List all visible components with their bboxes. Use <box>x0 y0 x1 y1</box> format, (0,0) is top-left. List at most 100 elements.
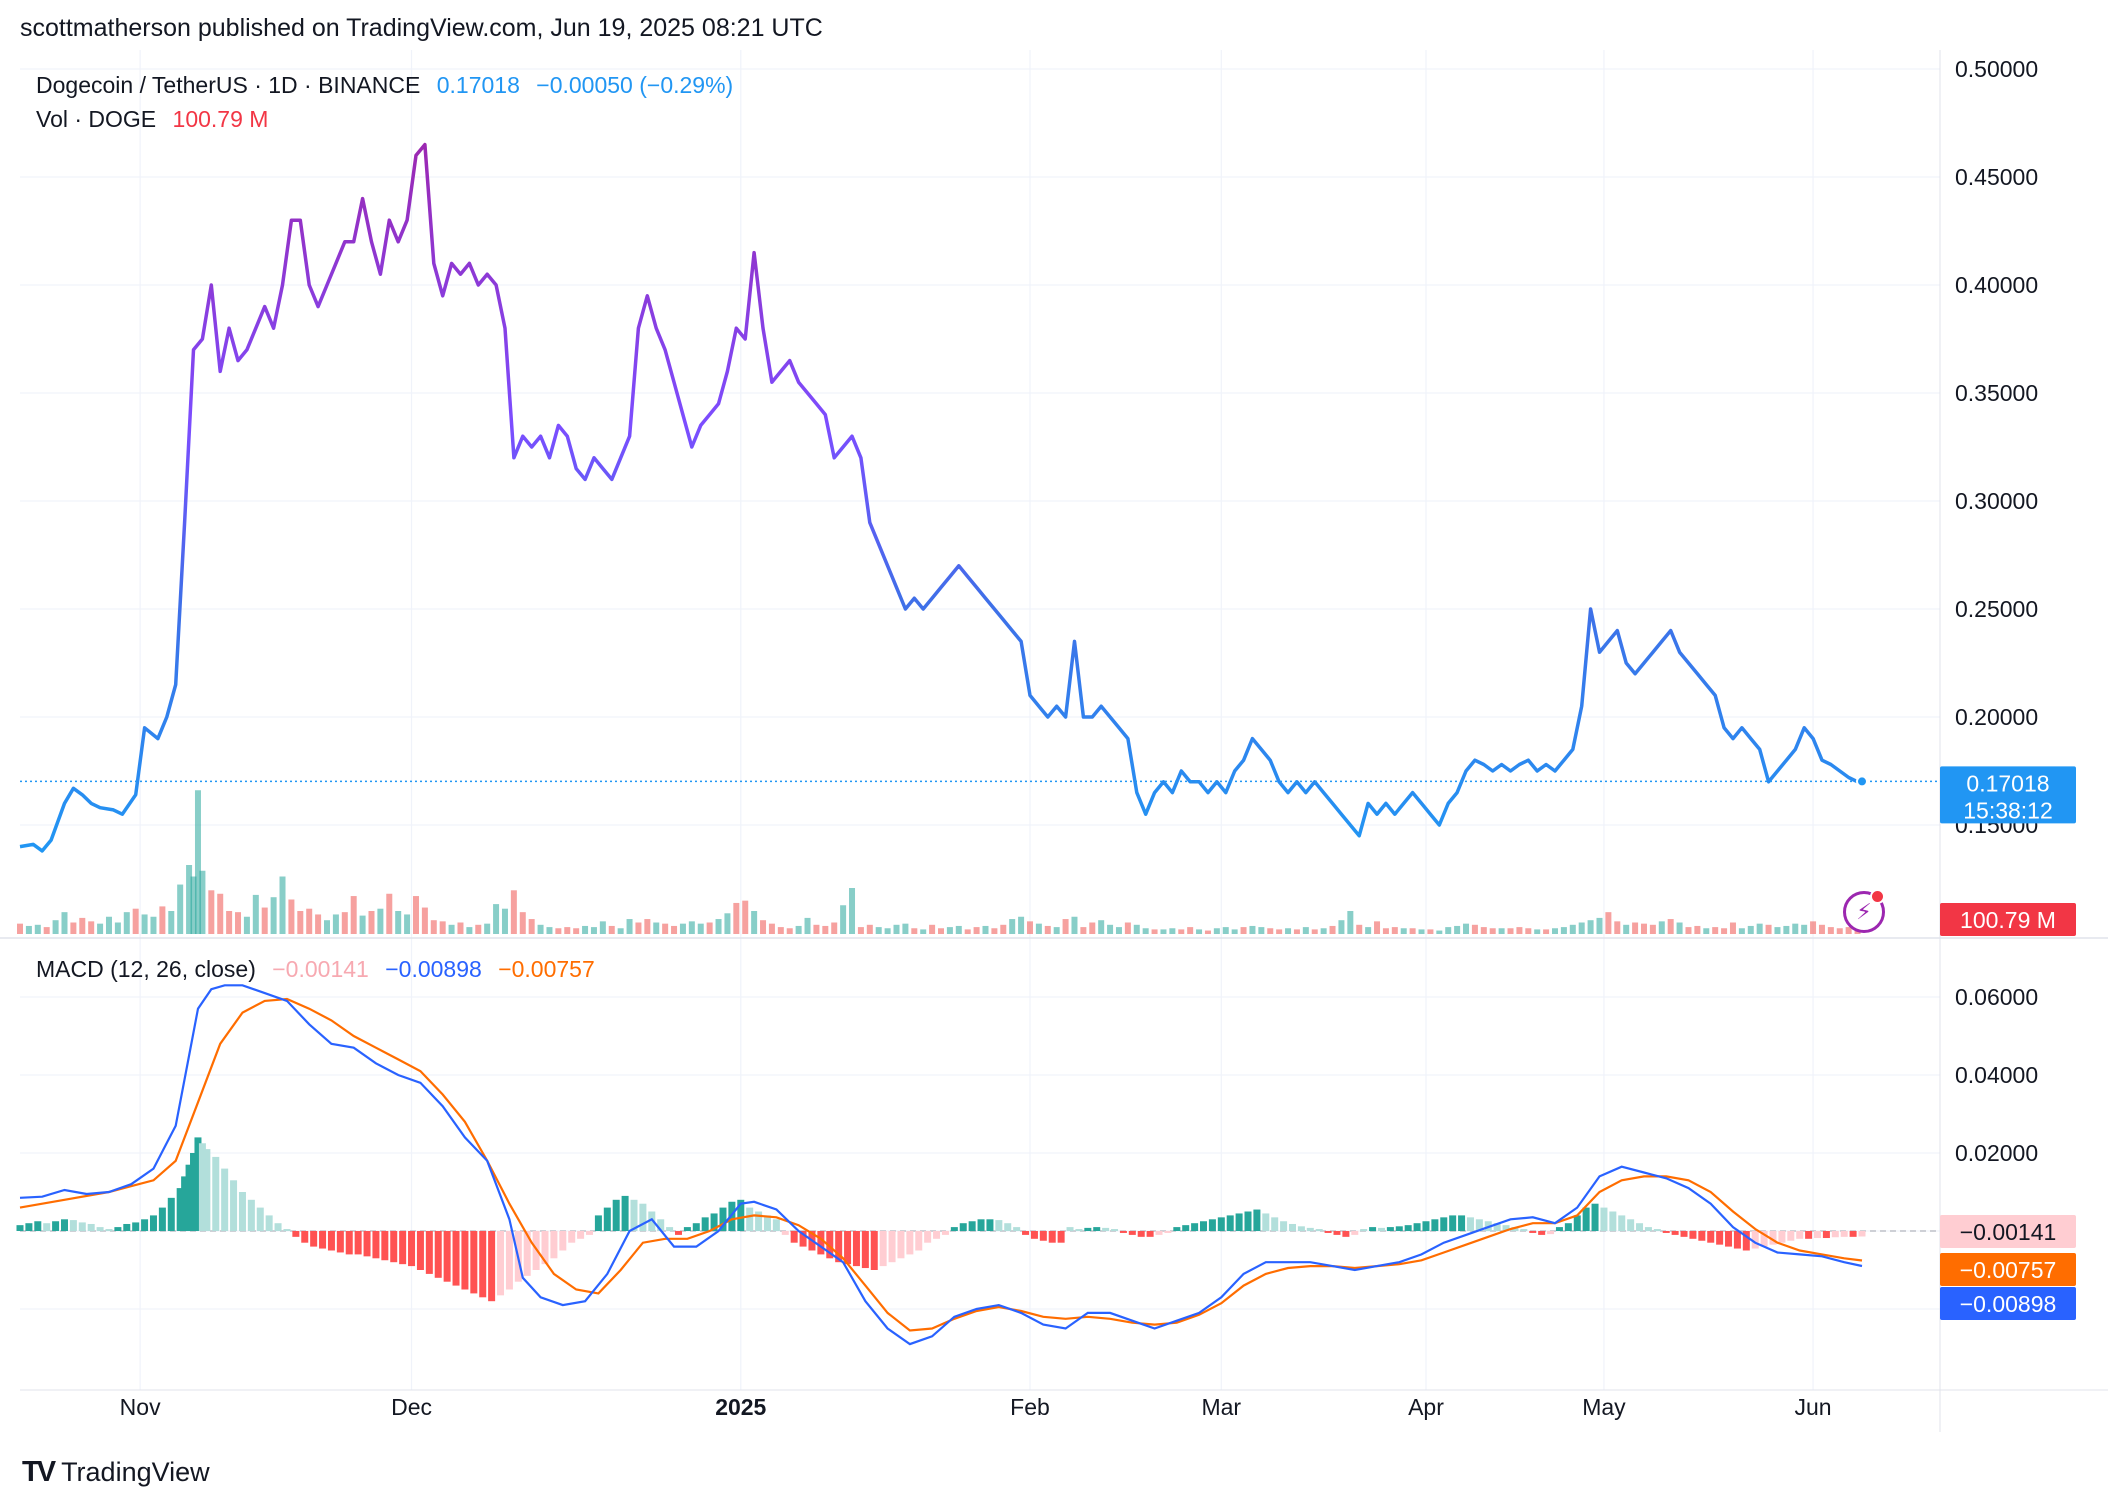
volume-bar <box>1810 921 1817 934</box>
macd-hist-bar <box>1155 1231 1163 1235</box>
volume-bar <box>964 929 971 934</box>
last-price-dot <box>1856 775 1868 788</box>
macd-hist-bar <box>1840 1231 1848 1237</box>
macd-hist-bar <box>132 1222 140 1231</box>
volume-bar <box>132 908 139 934</box>
lightning-icon[interactable]: ⚡ <box>1843 891 1885 933</box>
volume-bar <box>644 919 651 934</box>
volume-bar <box>341 912 348 934</box>
volume-bar <box>1035 923 1042 934</box>
volume-bar <box>1507 928 1514 934</box>
macd-hist-bar <box>586 1231 594 1235</box>
volume-bar <box>840 905 847 934</box>
volume-bar <box>929 924 936 934</box>
macd-hist-bar <box>879 1231 887 1267</box>
macd-hist-bar <box>185 1164 193 1231</box>
volume-bar <box>288 899 295 934</box>
symbol-legend[interactable]: Dogecoin / TetherUS · 1D · BINANCE 0.170… <box>36 72 743 99</box>
volume-bar <box>715 919 722 934</box>
volume-bar <box>404 914 411 934</box>
time-tick-label: Mar <box>1201 1394 1241 1420</box>
volume-bar <box>1712 927 1719 934</box>
volume-bar <box>1107 924 1114 934</box>
macd-hist-bar <box>692 1223 700 1231</box>
volume-bar <box>1640 923 1647 934</box>
macd-hist-bar <box>924 1231 932 1243</box>
volume-bar <box>1382 928 1389 934</box>
macd-hist-bar <box>772 1219 780 1231</box>
volume-bar <box>751 911 758 934</box>
grid <box>20 50 1940 1390</box>
volume-bar <box>1498 928 1505 934</box>
volume-bar <box>599 921 606 934</box>
volume-bar <box>1845 927 1852 934</box>
macd-hist-bar <box>1858 1231 1866 1237</box>
volume-bar <box>457 922 464 934</box>
price-series <box>19 142 1940 853</box>
price-axis[interactable]: 0.50000 0.45000 0.40000 0.35000 0.30000 0.250… <box>1955 56 2038 838</box>
volume-bar <box>1614 921 1621 934</box>
volume-bar <box>911 928 918 934</box>
volume-bar <box>973 927 980 934</box>
volume-bar <box>1543 929 1550 934</box>
volume-bar <box>555 928 562 934</box>
volume-bar <box>573 928 580 934</box>
macd-hist-bar <box>915 1231 923 1251</box>
macd-hist-bar <box>1262 1213 1270 1231</box>
volume-bar <box>1115 927 1122 934</box>
macd-hist-bar <box>78 1222 86 1231</box>
macd-hist-bar <box>1342 1231 1350 1237</box>
macd-hist-bar <box>1386 1227 1394 1231</box>
volume-bar <box>1000 924 1007 934</box>
macd-hist-bar <box>416 1231 424 1270</box>
tv-logo-icon: TV <box>22 1456 56 1488</box>
macd-hist-bar <box>141 1219 149 1231</box>
volume-legend[interactable]: Vol · DOGE 100.79 M <box>36 106 278 133</box>
macd-hist-bar <box>977 1219 985 1231</box>
time-tick-label: 2025 <box>715 1394 766 1420</box>
macd-axis[interactable]: 0.06000 0.04000 0.02000 <box>1955 984 2038 1166</box>
volume-bar <box>1258 927 1265 934</box>
macd-hist-bar <box>852 1231 860 1267</box>
macd-hist-bar <box>746 1207 754 1231</box>
volume-bar <box>671 925 678 934</box>
time-tick-label: Apr <box>1408 1394 1444 1420</box>
macd-hist-bar <box>1413 1223 1421 1231</box>
macd-hist-bar <box>1173 1227 1181 1231</box>
volume-bar <box>1160 929 1167 934</box>
macd-hist-bar <box>1253 1209 1261 1231</box>
volume-bar <box>235 912 242 934</box>
volume-bar <box>1445 927 1452 934</box>
macd-line-badge <box>1940 1287 2076 1320</box>
macd-hist-bar <box>167 1197 175 1231</box>
macd-hist-bar <box>105 1229 113 1231</box>
volume-bar <box>61 912 68 934</box>
macd-hist-bar <box>425 1231 433 1274</box>
macd-hist-bar <box>1093 1227 1101 1231</box>
macd-legend[interactable]: MACD (12, 26, close) −0.00141 −0.00898 −… <box>36 956 605 983</box>
volume-bars <box>17 790 1861 934</box>
tradingview-logo[interactable]: TV TradingView <box>22 1456 210 1489</box>
macd-hist-bar <box>238 1192 246 1231</box>
macd-signal-value: −0.00757 <box>498 956 595 982</box>
notification-dot <box>1870 889 1885 904</box>
macd-hist-bar <box>1751 1231 1759 1249</box>
volume-bar <box>564 927 571 934</box>
macd-hist-bar <box>630 1199 638 1231</box>
volume-bar <box>1471 924 1478 934</box>
macd-pane <box>16 984 1940 1346</box>
macd-hist-bar <box>497 1231 505 1296</box>
volume-bar <box>1169 928 1176 934</box>
macd-hist-bar <box>959 1223 967 1231</box>
macd-hist-bar <box>1369 1227 1377 1231</box>
volume-bar <box>1418 929 1425 934</box>
volume-bar <box>1231 929 1238 934</box>
volume-bar <box>1213 928 1220 934</box>
time-axis[interactable]: Nov Dec 2025 Feb Mar Apr May Jun <box>120 1394 1832 1420</box>
volume-bar <box>786 928 793 934</box>
macd-hist-bar <box>1315 1229 1323 1231</box>
volume-bar <box>617 928 624 934</box>
macd-hist-bar <box>550 1231 558 1259</box>
macd-hist-bar <box>1404 1225 1412 1231</box>
